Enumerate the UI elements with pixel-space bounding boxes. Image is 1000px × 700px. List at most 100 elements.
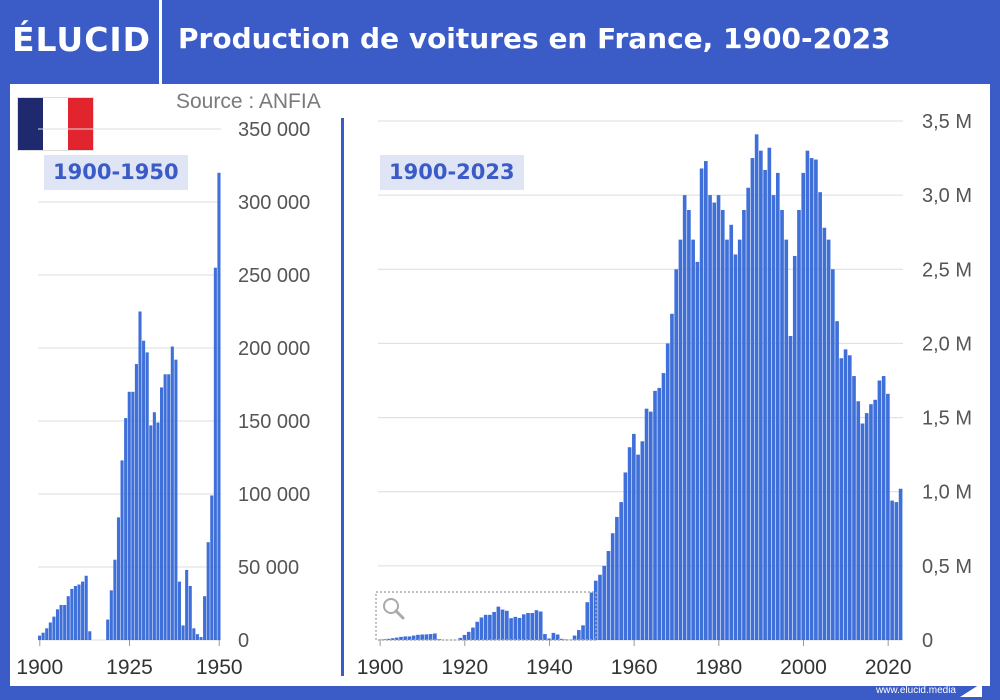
y-tick-label: 2,0 M (922, 333, 972, 355)
x-tick-label: 1940 (526, 656, 573, 679)
magnifier-icon (383, 598, 405, 620)
bar (788, 336, 793, 640)
bar (585, 602, 590, 640)
bar (708, 195, 712, 640)
bar (48, 622, 52, 640)
bar (873, 399, 878, 640)
bar (818, 192, 822, 641)
bar (399, 636, 403, 640)
bar (754, 134, 759, 641)
y-tick-label: 250 000 (238, 265, 310, 287)
flag-stripe-white (43, 98, 68, 150)
bar (543, 634, 547, 640)
bar (636, 454, 640, 640)
bar (864, 413, 869, 640)
bar (382, 639, 386, 640)
bar (687, 209, 691, 640)
bar (627, 447, 632, 640)
period-label-right: 1900-2023 (380, 155, 524, 190)
bar (462, 634, 467, 640)
bar (843, 349, 848, 640)
bar (174, 359, 178, 640)
bar (475, 621, 480, 640)
bar (581, 625, 585, 640)
bar (530, 613, 535, 640)
bar (116, 517, 121, 640)
bar (195, 634, 199, 640)
bar (814, 159, 818, 640)
bar (632, 433, 636, 640)
bar (466, 631, 471, 640)
bar (640, 441, 645, 640)
bar (73, 585, 77, 640)
y-tick-label: 200 000 (238, 338, 310, 360)
bar (500, 609, 505, 640)
bar (712, 202, 717, 641)
bar (66, 596, 70, 640)
website-url[interactable]: www.elucid.media (875, 685, 956, 696)
bar (737, 239, 742, 640)
bar (142, 340, 146, 640)
bar (792, 255, 797, 640)
bar (547, 638, 551, 640)
bar (70, 588, 74, 640)
bar (517, 617, 522, 640)
bar (780, 209, 784, 640)
bar (188, 585, 192, 640)
bar (45, 628, 49, 640)
bar (644, 408, 649, 640)
bar (192, 628, 196, 640)
bar (606, 551, 611, 640)
x-tick-label: 1925 (106, 656, 153, 679)
france-flag-icon (18, 98, 93, 150)
bar (52, 616, 56, 640)
bar (839, 358, 844, 640)
bar (593, 580, 598, 640)
bar (390, 638, 395, 640)
bar (88, 631, 92, 640)
bar (572, 635, 577, 640)
bar (877, 380, 882, 640)
bar (847, 355, 852, 640)
bar (661, 373, 666, 640)
bar (835, 321, 839, 640)
bar (538, 611, 543, 640)
y-tick-label: 350 000 (238, 119, 310, 141)
bar (149, 425, 153, 640)
bar (674, 269, 679, 640)
bar (623, 472, 628, 640)
x-tick-label: 1980 (695, 656, 742, 679)
bar (771, 195, 776, 640)
bar (716, 195, 721, 640)
bar (77, 584, 81, 640)
y-tick-label: 0 (238, 630, 249, 652)
bar (496, 606, 501, 640)
bar (767, 147, 772, 641)
bar (134, 364, 138, 640)
bar (746, 187, 750, 640)
y-tick-label: 3,5 M (922, 111, 972, 133)
bar (113, 559, 117, 640)
y-tick-label: 1,5 M (922, 408, 972, 430)
bar (394, 637, 399, 640)
bar (598, 574, 602, 640)
bar (805, 150, 810, 640)
bar (665, 343, 670, 640)
source-note: Source : ANFIA (176, 90, 321, 113)
bar (763, 169, 767, 641)
bar (163, 374, 167, 640)
bar (869, 404, 873, 640)
bar (881, 376, 886, 640)
bar (699, 168, 704, 641)
bar (720, 209, 725, 640)
bar (856, 401, 861, 640)
bar (492, 611, 496, 640)
bar (801, 172, 806, 640)
bar (784, 239, 789, 640)
x-tick-label: 1900 (357, 656, 404, 679)
y-tick-label: 3,0 M (922, 185, 972, 207)
y-tick-label: 0,5 M (922, 556, 972, 578)
bar (206, 542, 210, 640)
x-tick-label: 1950 (196, 656, 243, 679)
x-tick-label: 1960 (611, 656, 658, 679)
